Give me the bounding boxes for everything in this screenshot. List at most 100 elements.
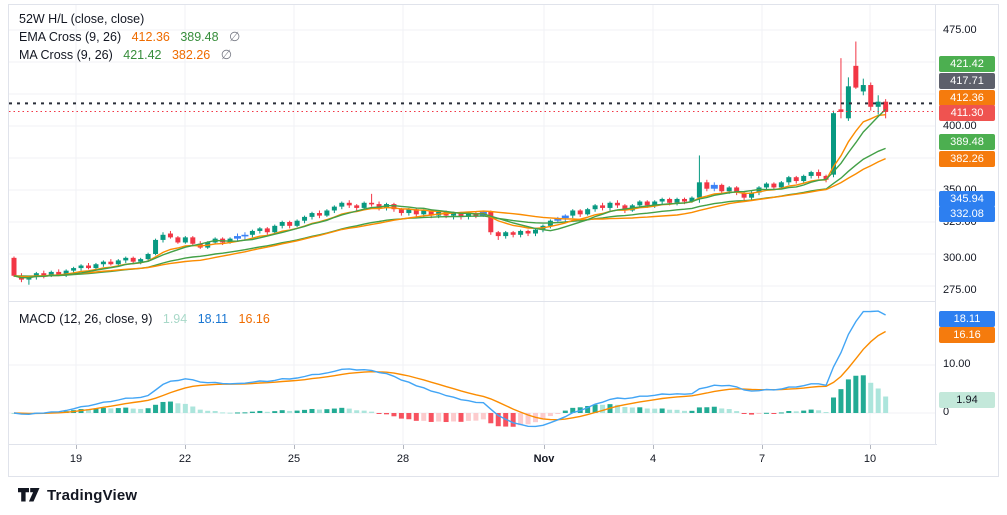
candle-body[interactable] [108,261,114,265]
price-axis[interactable]: 475.00 400.00 350.00 325.00 300.00 275.00 10.0… [935,5,998,446]
candle-body[interactable] [652,201,658,206]
candle-body[interactable] [801,175,807,182]
candle-body[interactable] [406,209,412,214]
candle-body[interactable] [778,182,784,188]
candle-body[interactable] [667,198,673,203]
candle-body[interactable] [130,257,136,262]
candle-body[interactable] [510,232,516,235]
ma-cross-marker[interactable] [241,234,249,237]
candle-body[interactable] [249,230,255,235]
candle-body[interactable] [63,270,69,275]
candle-body[interactable] [421,210,427,215]
candle-body[interactable] [674,198,680,203]
candle-body[interactable] [287,222,293,226]
candle-body[interactable] [793,177,799,182]
candle-body[interactable] [302,216,308,221]
candle-body[interactable] [413,209,419,215]
candle-body[interactable] [726,187,732,192]
candle-body[interactable] [145,254,151,260]
candle-body[interactable] [309,213,315,217]
candle-body[interactable] [26,277,32,280]
ma-cross-marker[interactable] [554,218,562,221]
candle-body[interactable] [853,65,859,88]
candle-body[interactable] [868,85,874,107]
candle-body[interactable] [823,175,829,180]
candle-body[interactable] [533,229,538,234]
time-axis[interactable]: 19 22 25 28 Nov 4 7 10 [9,444,937,476]
candle-body[interactable] [682,198,687,202]
candle-body[interactable] [607,202,613,208]
candles-layer[interactable] [11,41,889,285]
candle-body[interactable] [875,101,881,107]
candle-body[interactable] [503,232,509,237]
candle-body[interactable] [71,268,77,271]
candle-body[interactable] [741,192,747,198]
candle-body[interactable] [451,213,457,216]
candle-body[interactable] [257,228,263,231]
candle-body[interactable] [138,259,144,262]
legend-ema-cross[interactable]: EMA Cross (9, 26) 412.36 389.48 ∅ [19,28,240,46]
candle-body[interactable] [123,257,129,261]
candle-body[interactable] [361,202,367,208]
candle-body[interactable] [577,210,583,215]
candle-body[interactable] [190,237,196,244]
candle-body[interactable] [883,101,889,112]
candlestick-chart[interactable] [9,5,937,301]
legend-52w-hl[interactable]: 52W H/L (close, close) [19,11,240,28]
ma-cross-marker[interactable] [561,215,569,219]
candle-body[interactable] [294,220,300,226]
candle-body[interactable] [115,260,121,265]
candle-body[interactable] [689,197,695,202]
candle-body[interactable] [749,192,755,198]
candle-body[interactable] [622,205,628,211]
candle-body[interactable] [860,85,866,92]
candle-body[interactable] [346,202,352,206]
candle-body[interactable] [614,202,620,206]
candle-body[interactable] [182,237,188,243]
candle-body[interactable] [324,210,330,216]
candle-body[interactable] [734,187,740,193]
macd-panel[interactable]: MACD (12, 26, close, 9) 1.94 18.11 16.16 [9,301,937,447]
candle-body[interactable] [100,261,106,265]
candle-body[interactable] [585,209,591,215]
candle-body[interactable] [808,172,814,176]
ma-cross-marker[interactable] [710,184,718,189]
candle-body[interactable] [428,210,434,216]
candle-body[interactable] [376,204,382,208]
candle-body[interactable] [264,228,270,233]
candle-body[interactable] [816,172,822,176]
candle-body[interactable] [272,225,278,233]
legend-ma-cross[interactable]: MA Cross (9, 26) 421.42 382.26 ∅ [19,46,240,64]
candle-body[interactable] [845,86,851,119]
candle-body[interactable] [838,109,844,112]
candle-body[interactable] [600,205,606,208]
candle-body[interactable] [160,234,166,240]
candle-body[interactable] [48,271,54,276]
macd-legend[interactable]: MACD (12, 26, close, 9) 1.94 18.11 16.16 [19,311,270,328]
candle-body[interactable] [56,271,62,275]
candle-body[interactable] [93,264,99,269]
candle-body[interactable] [771,183,777,188]
candle-body[interactable] [153,239,159,254]
candle-body[interactable] [391,204,397,210]
candle-body[interactable] [659,198,665,202]
candle-body[interactable] [33,273,39,278]
candle-body[interactable] [525,230,531,234]
candle-body[interactable] [644,201,650,206]
candle-body[interactable] [78,265,84,269]
ma-cross-marker[interactable] [234,236,241,239]
candle-body[interactable] [167,233,173,238]
candle-body[interactable] [786,177,792,183]
candle-body[interactable] [465,213,471,217]
tradingview-footer[interactable]: TradingView [18,487,137,504]
candle-body[interactable] [592,205,598,210]
candle-body[interactable] [11,257,17,276]
macd-chart[interactable] [9,302,937,447]
candle-body[interactable] [763,183,769,188]
candle-body[interactable] [704,182,710,189]
candle-body[interactable] [354,205,360,208]
candle-body[interactable] [331,206,337,211]
candle-body[interactable] [831,113,836,175]
main-chart-panel[interactable]: 52W H/L (close, close) EMA Cross (9, 26)… [9,5,937,301]
candle-body[interactable] [696,182,702,198]
